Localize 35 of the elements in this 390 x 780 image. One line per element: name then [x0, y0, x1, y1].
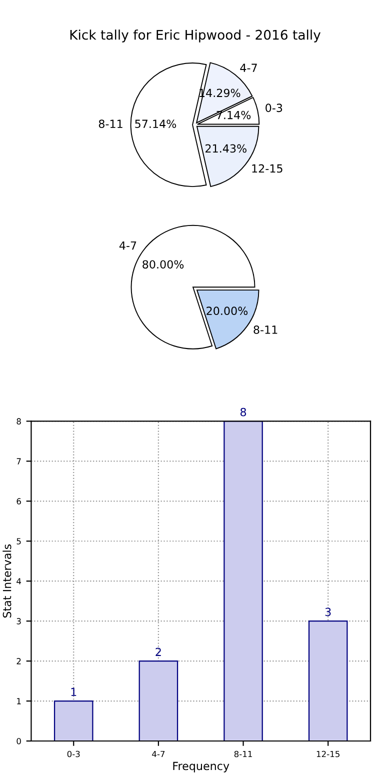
data-label: 80.00% — [142, 260, 184, 269]
x-tick-label: 4-7 — [152, 750, 165, 758]
y-tick-label: 6 — [16, 498, 21, 504]
x-tick-label: 12-15 — [316, 750, 340, 758]
slice-label: 0-3 — [266, 104, 282, 112]
y-tick-label: 3 — [16, 618, 21, 624]
slice-label: 8-11 — [254, 326, 278, 334]
bar — [224, 421, 263, 741]
bar — [138, 660, 178, 741]
y-tick-label: 4 — [16, 578, 22, 584]
y-tick-label: 2 — [16, 658, 21, 664]
y-tick-label: 7 — [16, 458, 21, 464]
slice-label: 8-11 — [98, 120, 122, 128]
y-tick-label: 8 — [16, 418, 21, 424]
y-tick-label: 5 — [16, 538, 21, 544]
chart-title: Kick tally for Eric Hipwood - 2016 tally — [70, 30, 321, 42]
x-tick-label: 8-11 — [234, 750, 252, 758]
slice-label: 12-15 — [252, 164, 282, 173]
y-tick-label: 1 — [17, 698, 21, 704]
x-axis-title: Frequency — [173, 762, 230, 772]
data-label: 57.14% — [135, 120, 176, 128]
bar — [54, 700, 94, 741]
data-label: 1 — [71, 688, 76, 696]
data-label: 8 — [240, 408, 246, 416]
y-tick-label: 0 — [16, 738, 21, 744]
data-label: 21.43% — [206, 144, 246, 153]
data-label: 2 — [156, 648, 161, 656]
y-axis-title: Stat Intervals — [2, 544, 12, 618]
data-label: 7.14% — [216, 110, 251, 120]
slice-label: 4-7 — [240, 64, 257, 72]
data-label: 3 — [325, 608, 331, 616]
x-tick-label: 0-3 — [67, 750, 80, 758]
data-label: 20.00% — [206, 306, 248, 316]
slice-label: 4-7 — [119, 241, 136, 250]
bar — [308, 620, 348, 741]
